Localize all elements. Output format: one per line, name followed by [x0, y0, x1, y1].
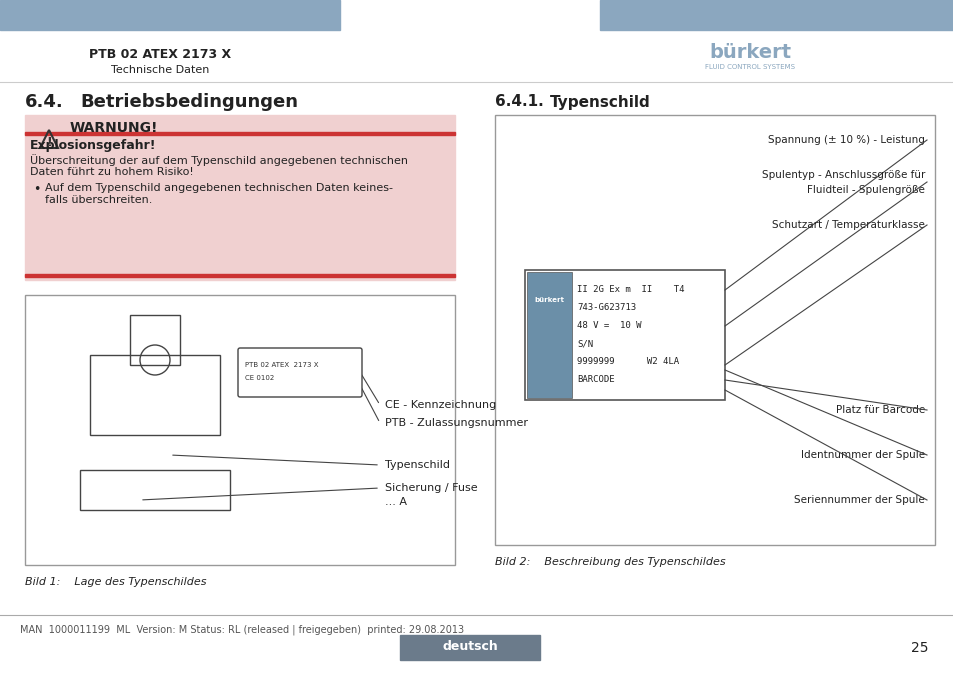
- Text: Bild 1:    Lage des Typenschildes: Bild 1: Lage des Typenschildes: [25, 577, 206, 587]
- Bar: [526, 272, 572, 398]
- Bar: [0, 0, 339, 30]
- Text: S/N: S/N: [577, 339, 593, 349]
- Text: 48 V =  10 W: 48 V = 10 W: [577, 322, 640, 330]
- Text: PTB 02 ATEX 2173 X: PTB 02 ATEX 2173 X: [89, 48, 231, 61]
- Bar: [90, 355, 220, 435]
- Text: bürkert: bürkert: [534, 297, 563, 303]
- Text: bürkert: bürkert: [708, 42, 790, 61]
- Text: CE 0102: CE 0102: [245, 375, 274, 381]
- Bar: [599, 0, 953, 30]
- Text: Fluidteil - Spulengröße: Fluidteil - Spulengröße: [806, 185, 924, 195]
- Text: deutsch: deutsch: [441, 641, 497, 653]
- Bar: [25, 295, 455, 565]
- Text: Explosionsgefahr!: Explosionsgefahr!: [30, 139, 156, 151]
- Text: Sicherung / Fuse: Sicherung / Fuse: [385, 483, 477, 493]
- Text: Daten führt zu hohem Risiko!: Daten führt zu hohem Risiko!: [30, 167, 193, 177]
- Text: 25: 25: [910, 641, 928, 655]
- Text: PTB 02 ATEX  2173 X: PTB 02 ATEX 2173 X: [245, 362, 318, 368]
- Bar: [25, 115, 455, 280]
- Bar: [130, 315, 180, 365]
- Bar: [495, 115, 934, 545]
- Text: Typenschild: Typenschild: [385, 460, 450, 470]
- Text: WARNUNG!: WARNUNG!: [70, 121, 158, 135]
- Text: Überschreitung der auf dem Typenschild angegebenen technischen: Überschreitung der auf dem Typenschild a…: [30, 154, 408, 166]
- Text: Seriennummer der Spule: Seriennummer der Spule: [794, 495, 924, 505]
- Text: Spannung (± 10 %) - Leistung: Spannung (± 10 %) - Leistung: [767, 135, 924, 145]
- Text: 743-G623713: 743-G623713: [577, 304, 636, 312]
- Text: Bild 2:    Beschreibung des Typenschildes: Bild 2: Beschreibung des Typenschildes: [495, 557, 725, 567]
- Text: BARCODE: BARCODE: [577, 376, 614, 384]
- Text: 9999999      W2 4LA: 9999999 W2 4LA: [577, 357, 679, 367]
- FancyBboxPatch shape: [237, 348, 361, 397]
- Bar: [25, 132, 455, 135]
- Text: PTB - Zulassungsnummer: PTB - Zulassungsnummer: [385, 418, 527, 428]
- Text: 6.4.1.: 6.4.1.: [495, 94, 543, 110]
- Text: CE - Kennzeichnung: CE - Kennzeichnung: [385, 400, 496, 410]
- Text: II 2G Ex m  II    T4: II 2G Ex m II T4: [577, 285, 684, 295]
- Text: Auf dem Typenschild angegebenen technischen Daten keines-: Auf dem Typenschild angegebenen technisc…: [45, 183, 393, 193]
- Text: Technische Daten: Technische Daten: [111, 65, 209, 75]
- Text: Typenschild: Typenschild: [550, 94, 650, 110]
- Bar: [25, 274, 455, 277]
- Bar: [399, 635, 539, 660]
- Text: Schutzart / Temperaturklasse: Schutzart / Temperaturklasse: [771, 220, 924, 230]
- Text: 6.4.: 6.4.: [25, 93, 64, 111]
- Bar: [524, 270, 724, 400]
- Text: !: !: [46, 135, 51, 149]
- Text: FLUID CONTROL SYSTEMS: FLUID CONTROL SYSTEMS: [704, 64, 794, 70]
- Text: Identnummer der Spule: Identnummer der Spule: [800, 450, 924, 460]
- Text: Betriebsbedingungen: Betriebsbedingungen: [80, 93, 297, 111]
- Text: Platz für Barcode: Platz für Barcode: [835, 405, 924, 415]
- Bar: [80, 470, 230, 510]
- Text: ... A: ... A: [385, 497, 407, 507]
- Text: •: •: [33, 184, 40, 197]
- Text: MAN  1000011199  ML  Version: M Status: RL (released | freigegeben)  printed: 29: MAN 1000011199 ML Version: M Status: RL …: [20, 625, 464, 635]
- Text: Spulentyp - Anschlussgröße für: Spulentyp - Anschlussgröße für: [760, 170, 924, 180]
- Text: falls überschreiten.: falls überschreiten.: [45, 195, 152, 205]
